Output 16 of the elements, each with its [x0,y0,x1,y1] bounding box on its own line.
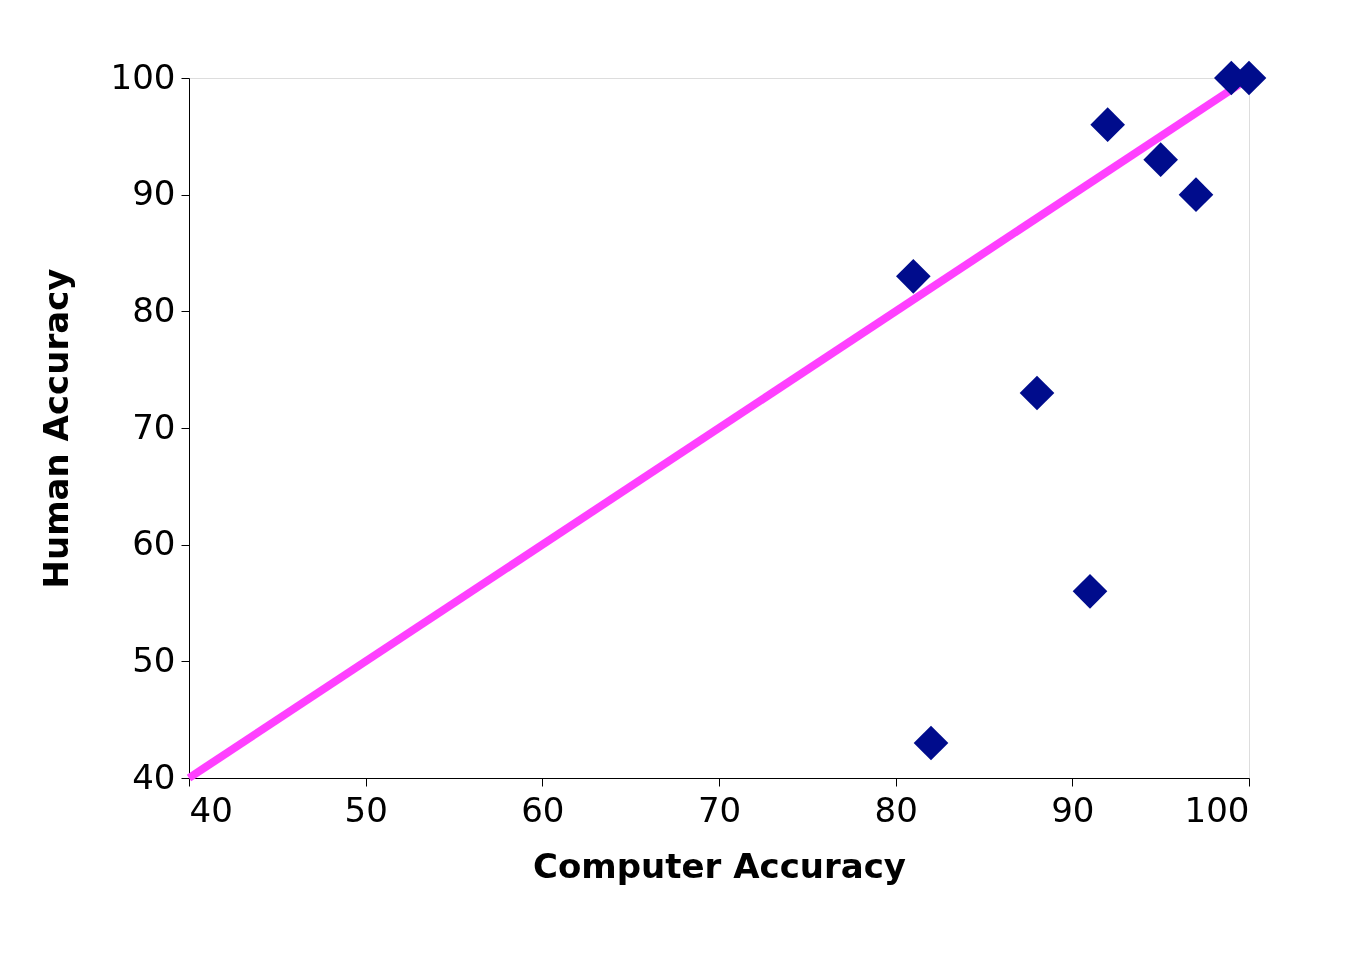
y-tick-label: 100 [110,56,176,97]
y-tick-label: 70 [132,406,176,447]
x-tick-label: 50 [344,789,388,830]
x-tick-label: 80 [874,789,918,830]
x-axis-title: Computer Accuracy [532,845,907,886]
y-tick-label: 90 [132,173,176,214]
x-tick-label: 60 [521,789,565,830]
y-tick-label: 80 [132,289,176,330]
x-tick-label: 70 [697,789,742,830]
y-axis-title: Human Accuracy [35,268,76,589]
x-tick-label: 100 [1184,789,1250,830]
y-tick-label: 40 [132,756,176,797]
x-tick-label: 90 [1051,789,1095,830]
x-tick-label: 40 [189,789,233,830]
y-tick-label: 60 [132,523,176,564]
y-tick-label: 50 [132,639,176,680]
